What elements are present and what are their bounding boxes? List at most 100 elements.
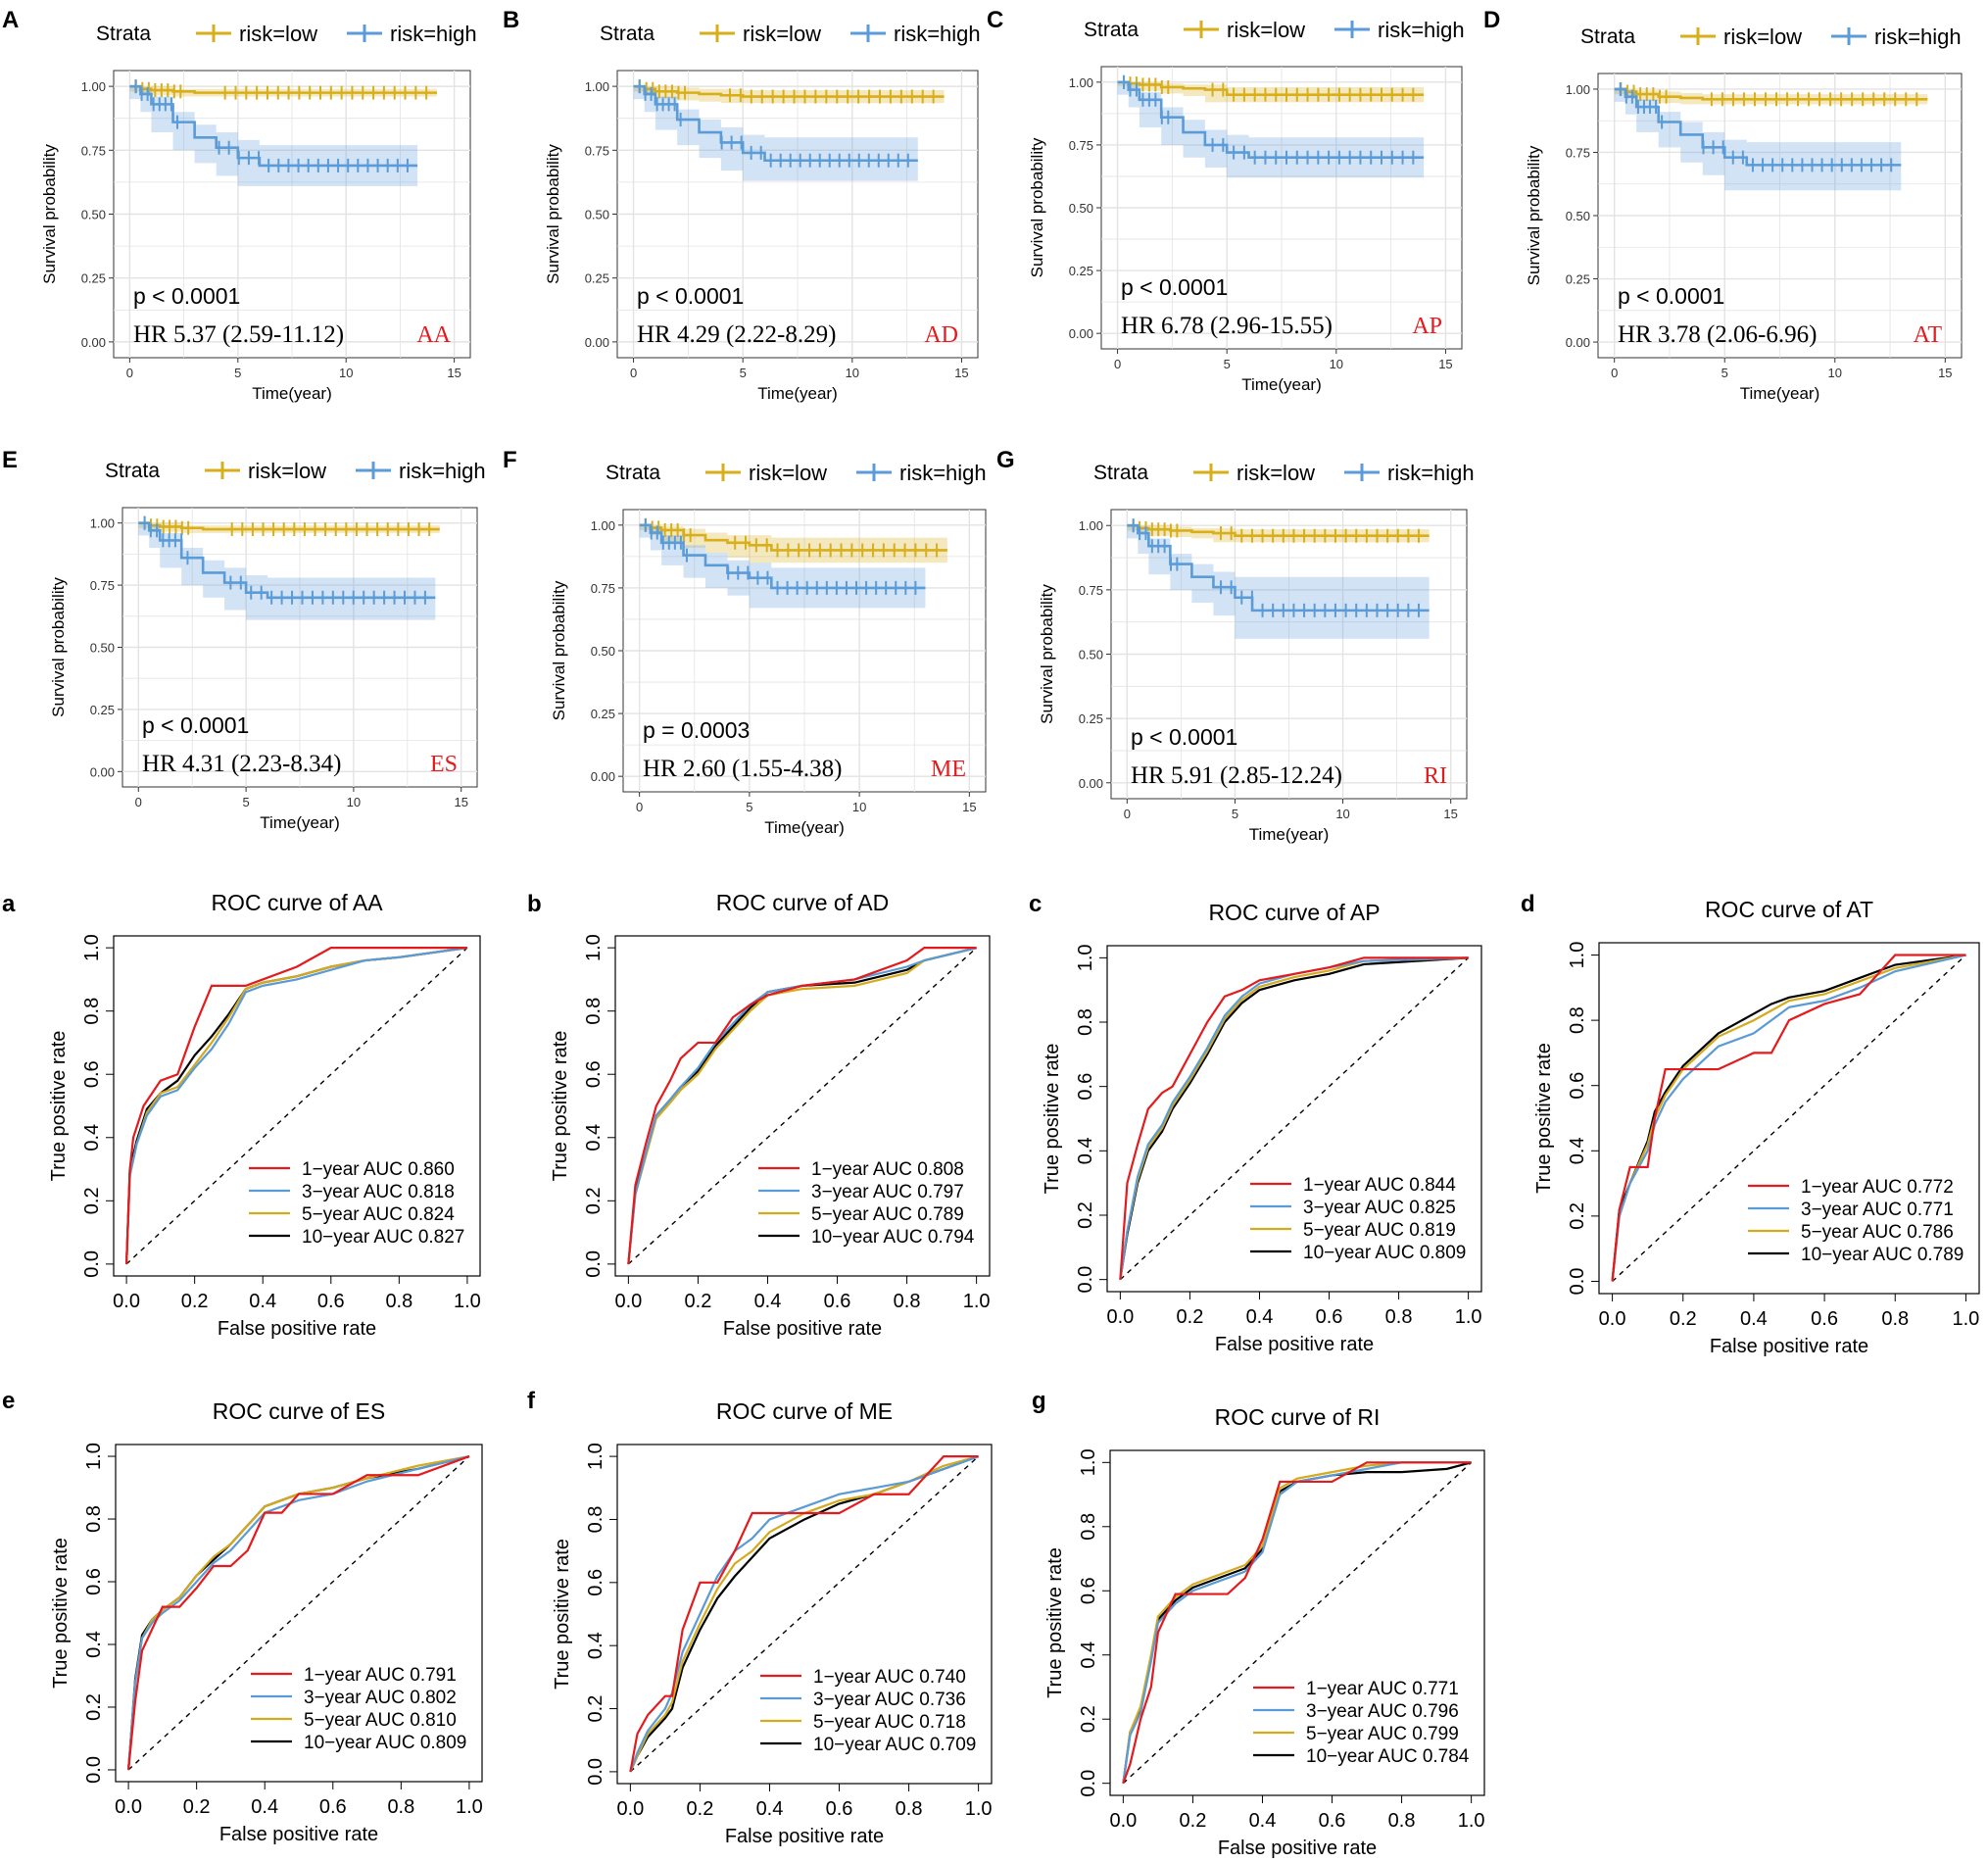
y-tick-label: 0.4 — [1075, 1137, 1096, 1164]
roc-curve-1-year — [1122, 1461, 1472, 1785]
censor-marks-low — [645, 517, 939, 558]
legend-label-3-year: 3−year AUC 0.771 — [1801, 1200, 1954, 1220]
km-panel-C: C Strata risk=low risk=high 0.00 0.25 0.50 0.75… — [987, 7, 1465, 394]
y-tick-label: 0.6 — [585, 1569, 606, 1596]
legend-label-10-year: 10−year AUC 0.809 — [304, 1733, 466, 1753]
y-tick-label: 0.00 — [90, 764, 115, 779]
y-tick-label: 0.25 — [1079, 711, 1103, 726]
x-tick-label: 0 — [636, 800, 643, 814]
legend-label-3-year: 3−year AUC 0.818 — [302, 1182, 455, 1202]
axes: 0.00 0.25 0.50 0.75 1.00 0 5 10 15 Time(year) Surv… — [49, 516, 468, 832]
y-tick-label: 0.25 — [591, 707, 615, 721]
km-panel-E: E Strata risk=low risk=high 0.00 0.25 0.50 0.75… — [2, 447, 486, 832]
x-tick-label: 1.0 — [456, 1796, 483, 1818]
legend-label: risk=high — [899, 461, 987, 485]
p-value: p < 0.0001 — [1131, 724, 1237, 750]
roc-title: ROC curve of ME — [716, 1398, 893, 1424]
y-tick-label: 1.00 — [1079, 518, 1103, 533]
x-tick-label: 15 — [1443, 807, 1457, 821]
legend-label-3-year: 3−year AUC 0.736 — [813, 1690, 966, 1710]
survival-curve-high — [1614, 87, 1902, 167]
legend-key-high — [356, 462, 391, 479]
legend-label-10-year: 10−year AUC 0.827 — [302, 1227, 464, 1248]
panel-letter: G — [996, 447, 1015, 473]
y-tick-label: 0.6 — [1078, 1577, 1099, 1604]
x-tick-label: 10 — [1335, 807, 1349, 821]
y-tick-label: 0.0 — [1078, 1770, 1099, 1797]
p-value: p = 0.0003 — [643, 717, 750, 743]
roc-curve-1-year — [126, 1455, 470, 1771]
censor-marks-high — [1123, 74, 1415, 165]
legend-label: risk=high — [894, 22, 981, 46]
x-axis-label: Time(year) — [757, 384, 838, 403]
legend-label: risk=high — [399, 459, 486, 483]
legend-key-high — [1334, 21, 1370, 38]
x-tick-label: 0.0 — [1109, 1810, 1137, 1832]
roc-title: ROC curve of ES — [213, 1398, 385, 1424]
y-tick-label: 0.00 — [1069, 326, 1093, 341]
y-tick-label: 0.2 — [1078, 1705, 1099, 1733]
x-tick-label: 10 — [347, 795, 361, 809]
legend-title: Strata — [105, 460, 160, 482]
x-tick-label: 5 — [1232, 807, 1238, 821]
x-tick-label: 0.4 — [1249, 1810, 1277, 1832]
legend-label: risk=high — [1874, 24, 1962, 49]
km-panel-A: A Strata risk=low risk=high 0.00 0.25 0.50 0.75… — [2, 7, 477, 403]
y-tick-label: 0.00 — [585, 335, 609, 350]
x-tick-label: 0 — [135, 795, 142, 809]
censor-marks-high — [1619, 81, 1893, 172]
x-tick-label: 0.6 — [824, 1291, 851, 1312]
legend-key-low — [196, 24, 231, 42]
roc-panel-g: g ROC curve of RI 0.0 0.0 0.2 0.2 0.4 0.4 0.6 0.6… — [1032, 1388, 1485, 1859]
y-tick-label: 1.0 — [81, 934, 103, 961]
roc-curve-5-year — [629, 1455, 979, 1773]
y-axis-label: True positive rate — [550, 1031, 571, 1182]
axes: 0.00 0.25 0.50 0.75 1.00 0 5 10 15 Time(year) Surv… — [1525, 82, 1953, 403]
cohort-tag: RI — [1424, 763, 1447, 789]
legend-title: Strata — [1580, 25, 1635, 48]
y-tick-label: 0.50 — [591, 644, 615, 659]
legend-label-5-year: 5−year AUC 0.810 — [304, 1710, 457, 1731]
y-tick-label: 0.00 — [1566, 335, 1590, 350]
y-tick-label: 0.0 — [81, 1250, 103, 1278]
x-tick-label: 0.2 — [687, 1798, 714, 1820]
km-panel-B: B Strata risk=low risk=high 0.00 0.25 0.50 0.75… — [503, 7, 981, 403]
cohort-tag: AA — [416, 322, 451, 348]
x-tick-label: 0 — [1124, 807, 1131, 821]
y-tick-label: 0.75 — [1566, 145, 1590, 160]
x-axis-label: Time(year) — [1740, 384, 1820, 403]
legend-label-10-year: 10−year AUC 0.709 — [813, 1735, 976, 1755]
axes: 0.00 0.25 0.50 0.75 1.00 0 5 10 15 Time(year) Surv… — [544, 79, 969, 403]
x-axis-label: False positive rate — [723, 1318, 882, 1340]
legend-key-low — [700, 24, 735, 42]
x-axis-label: Time(year) — [1241, 375, 1322, 394]
y-tick-label: 0.6 — [583, 1060, 605, 1088]
x-tick-label: 0.2 — [685, 1291, 712, 1312]
y-axis-label: Survival probability — [550, 580, 568, 720]
legend-label-1-year: 1−year AUC 0.740 — [813, 1667, 966, 1688]
y-tick-label: 1.0 — [1078, 1448, 1099, 1476]
km-panel-F: F Strata risk=low risk=high 0.00 0.25 0.50 0.75… — [503, 447, 987, 837]
legend-label: risk=low — [749, 461, 827, 485]
y-axis-label: Survival probability — [49, 577, 68, 717]
y-tick-label: 0.75 — [1069, 138, 1093, 153]
y-axis-label: True positive rate — [552, 1539, 573, 1690]
legend-label-5-year: 5−year AUC 0.789 — [811, 1204, 964, 1225]
legend-title: Strata — [96, 23, 151, 45]
x-tick-label: 10 — [1330, 357, 1343, 371]
ci-band-high — [129, 86, 418, 186]
y-tick-label: 0.2 — [585, 1695, 606, 1723]
axes: 0.00 0.25 0.50 0.75 1.00 0 5 10 15 Time(year) Surv… — [40, 79, 461, 403]
x-tick-label: 5 — [746, 800, 752, 814]
x-tick-label: 0.6 — [826, 1798, 853, 1820]
y-axis-label: Survival probability — [1525, 145, 1543, 285]
legend-label-10-year: 10−year AUC 0.794 — [811, 1227, 975, 1248]
panel-letter: E — [2, 447, 18, 473]
ci-band-low — [1127, 525, 1430, 543]
x-tick-label: 1.0 — [965, 1798, 993, 1820]
x-tick-label: 0.2 — [1180, 1810, 1207, 1832]
roc-panel-b: b ROC curve of AD 0.0 0.0 0.2 0.2 0.4 0.4 0.6 0.6… — [527, 890, 991, 1340]
y-tick-label: 1.00 — [1069, 75, 1093, 90]
legend-label-10-year: 10−year AUC 0.789 — [1801, 1245, 1964, 1265]
panel-letter: A — [2, 7, 19, 33]
